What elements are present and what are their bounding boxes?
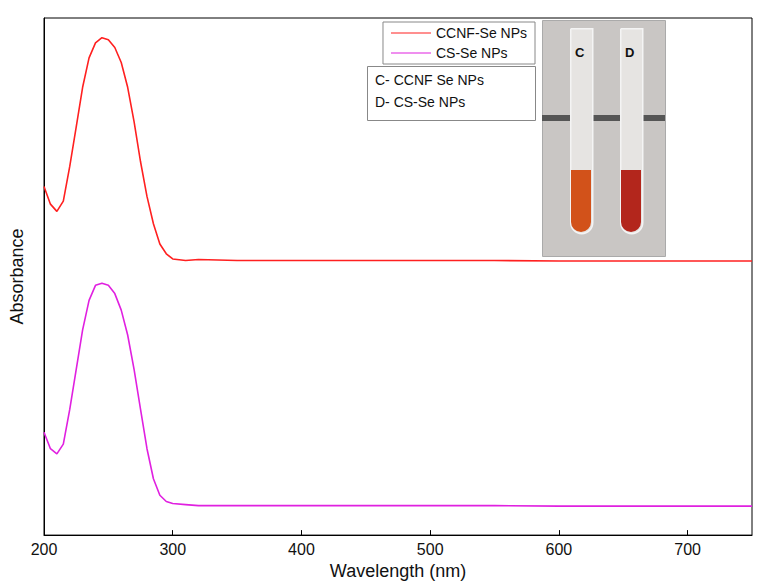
svg-text:D- CS-Se NPs: D- CS-Se NPs xyxy=(375,94,465,110)
svg-text:Absorbance: Absorbance xyxy=(7,229,27,325)
svg-text:Wavelength (nm): Wavelength (nm) xyxy=(330,561,466,581)
svg-text:D: D xyxy=(625,45,634,60)
svg-text:C- CCNF Se NPs: C- CCNF Se NPs xyxy=(375,72,484,88)
svg-text:400: 400 xyxy=(288,541,315,558)
svg-text:300: 300 xyxy=(159,541,186,558)
svg-text:200: 200 xyxy=(31,541,58,558)
svg-text:CCNF-Se NPs: CCNF-Se NPs xyxy=(436,25,527,41)
svg-text:500: 500 xyxy=(417,541,444,558)
svg-text:CS-Se NPs: CS-Se NPs xyxy=(436,45,508,61)
svg-text:700: 700 xyxy=(674,541,701,558)
svg-text:600: 600 xyxy=(546,541,573,558)
svg-text:C: C xyxy=(575,45,585,60)
